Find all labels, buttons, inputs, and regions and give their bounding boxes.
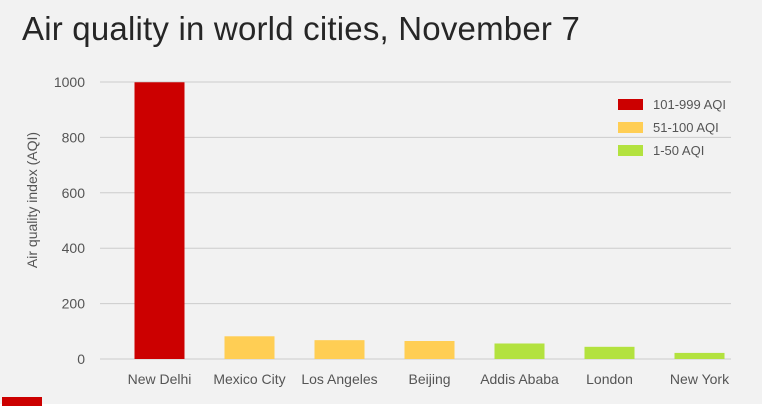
bar-chart: 0 200 400 600 800 1000 Air quality index (AQI… <box>24 74 731 387</box>
x-tick-label: London <box>586 371 633 387</box>
y-tick-label: 800 <box>62 129 86 145</box>
y-tick-label: 400 <box>62 240 86 256</box>
x-tick-label: New York <box>670 371 730 387</box>
bar <box>134 82 185 359</box>
bar <box>404 340 455 359</box>
bar <box>674 352 725 359</box>
x-tick-label: Beijing <box>408 371 450 387</box>
legend-swatch <box>618 145 643 156</box>
legend: 101-999 AQI 51-100 AQI 1-50 AQI <box>618 97 726 158</box>
chart-title: Air quality in world cities, November 7 <box>22 10 581 47</box>
chart-card <box>0 0 762 404</box>
y-axis-label: Air quality index (AQI) <box>24 132 40 268</box>
legend-label: 1-50 AQI <box>653 143 704 158</box>
legend-label: 51-100 AQI <box>653 120 719 135</box>
y-tick-label: 0 <box>77 351 85 367</box>
y-tick-label: 600 <box>62 185 86 201</box>
bars <box>134 82 725 359</box>
bar <box>584 346 635 359</box>
x-tick-label: Mexico City <box>213 371 285 387</box>
x-tick-label: Los Angeles <box>301 371 377 387</box>
y-tick-label: 1000 <box>54 74 85 90</box>
y-tick-label: 200 <box>62 296 86 312</box>
legend-swatch <box>618 99 643 110</box>
bar <box>224 336 275 359</box>
legend-label: 101-999 AQI <box>653 97 726 112</box>
bar <box>494 343 545 359</box>
x-axis-ticks: New Delhi Mexico City Los Angeles Beijing Ad… <box>128 371 730 387</box>
legend-swatch <box>618 122 643 133</box>
y-axis-ticks: 0 200 400 600 800 1000 <box>54 74 85 367</box>
bar <box>314 340 365 359</box>
brand-accent-bar <box>2 397 42 406</box>
x-tick-label: New Delhi <box>128 371 192 387</box>
x-tick-label: Addis Ababa <box>480 371 559 387</box>
